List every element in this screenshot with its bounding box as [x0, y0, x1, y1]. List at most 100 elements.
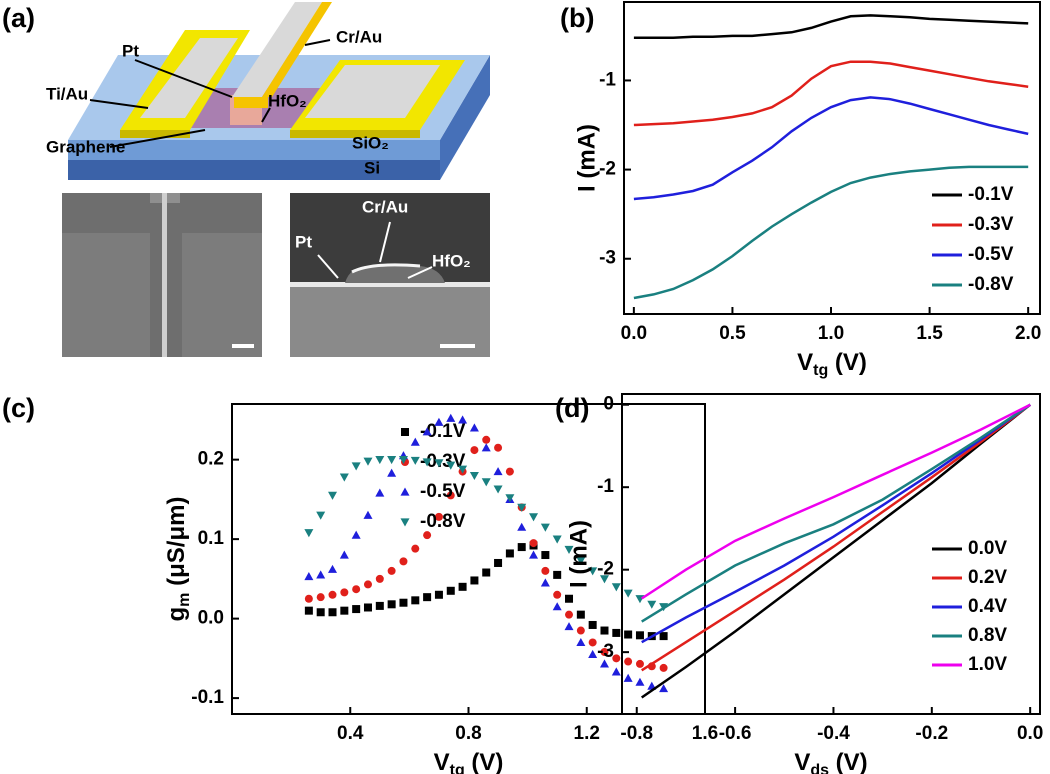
sem-label-hfo2: HfO₂: [432, 251, 471, 270]
legend-label: -0.5V: [420, 481, 466, 502]
legend-label: 0.2V: [968, 567, 1007, 588]
marker: [423, 593, 432, 602]
marker: [659, 663, 668, 672]
label-pt: Pt: [122, 41, 139, 60]
plot-frame: [231, 403, 706, 715]
marker: [624, 657, 633, 666]
marker: [363, 603, 372, 612]
x-tick-label: 2.0: [1015, 323, 1041, 344]
marker: [659, 632, 668, 641]
y-tick-label: 0.2: [198, 449, 224, 470]
marker: [635, 631, 644, 640]
legend-marker: [400, 518, 410, 527]
tiau-right-front: [290, 130, 420, 138]
marker: [363, 580, 372, 589]
marker: [328, 608, 337, 617]
x-tick-label: 1.6: [692, 723, 718, 744]
y-tick-label: -1: [597, 476, 614, 497]
x-axis-label-sub: tg: [813, 362, 828, 379]
pt-top: [232, 2, 322, 97]
legend-label: -0.8V: [420, 511, 466, 532]
pointer: [317, 254, 339, 279]
marker: [600, 648, 609, 656]
y-axis-label-main: g: [163, 607, 190, 622]
sem-label-crau: Cr/Au: [362, 197, 408, 216]
series-line: [641, 403, 1031, 644]
marker: [599, 659, 609, 668]
marker: [505, 467, 514, 476]
marker: [387, 468, 397, 477]
sem-pointers: [317, 221, 433, 279]
marker: [410, 456, 420, 465]
legend-marker: [401, 428, 409, 436]
x-axis-label-sub: tg: [450, 762, 465, 774]
x-tick-label: -0.2: [915, 723, 948, 744]
marker: [493, 467, 503, 476]
scale-bar: [232, 344, 254, 348]
x-axis-label-main: V: [797, 349, 813, 376]
marker: [304, 594, 313, 603]
y-tick-label: -3: [597, 641, 614, 662]
marker: [588, 638, 597, 647]
marker: [517, 503, 527, 512]
marker: [352, 585, 361, 594]
legend-label: -0.1V: [420, 421, 466, 442]
marker: [517, 522, 527, 531]
x-tick-label: -0.8: [620, 723, 653, 744]
pointer: [134, 59, 233, 98]
marker: [576, 637, 586, 647]
marker: [565, 610, 574, 619]
pointer: [407, 266, 433, 279]
marker: [387, 566, 396, 575]
marker: [434, 512, 443, 521]
series-line: [641, 403, 1031, 600]
marker: [422, 427, 432, 436]
series-line: [633, 165, 1029, 300]
marker: [446, 586, 455, 595]
marker: [446, 413, 456, 422]
legend-label: 0.0V: [968, 538, 1007, 559]
sem-gate: [345, 265, 445, 283]
x-axis-label: Vds (V): [794, 749, 867, 774]
marker: [564, 545, 574, 554]
marker: [600, 626, 609, 635]
marker: [316, 608, 325, 617]
marker: [387, 600, 396, 609]
series-line: [640, 403, 1031, 699]
marker: [458, 465, 468, 474]
marker: [352, 605, 361, 614]
label-hfo2: HfO₂: [268, 91, 307, 110]
x-tick-label: 0.4: [337, 723, 364, 744]
sio2-front: [68, 140, 440, 160]
marker: [422, 458, 432, 467]
pointer: [304, 39, 331, 46]
marker: [541, 551, 550, 560]
panel-label: (b): [560, 3, 594, 33]
pt-left: [140, 38, 238, 118]
marker: [446, 491, 455, 500]
marker: [647, 600, 657, 609]
pointer: [261, 107, 271, 123]
marker: [588, 649, 598, 658]
pointer: [89, 99, 149, 109]
marker: [565, 594, 574, 603]
marker: [375, 456, 385, 465]
marker: [399, 557, 408, 566]
legend-label: 1.0V: [968, 654, 1007, 675]
marker: [576, 626, 585, 635]
legend-label: -0.8V: [968, 274, 1014, 295]
marker: [505, 549, 514, 558]
legend-label: -0.3V: [420, 451, 466, 472]
y-tick-label: 0.1: [198, 528, 225, 549]
marker: [375, 488, 385, 497]
sem-label-pt: Pt: [295, 232, 312, 251]
x-tick-label: 1.2: [574, 723, 600, 744]
x-tick-label: 1.5: [916, 323, 943, 344]
marker: [517, 543, 526, 552]
marker: [482, 568, 491, 577]
y-tick-label: 0.0: [198, 608, 224, 629]
sem-left: [62, 193, 262, 357]
marker: [423, 531, 432, 540]
panel-label: (a): [2, 3, 35, 33]
marker: [351, 462, 361, 471]
